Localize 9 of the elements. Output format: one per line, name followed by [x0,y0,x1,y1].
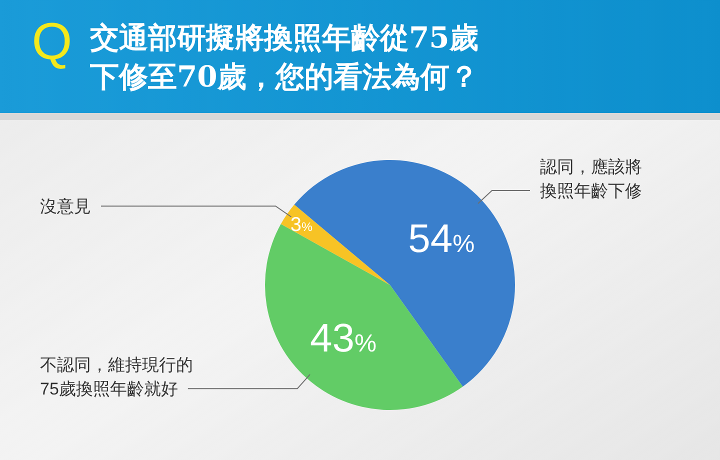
slice-label: 認同，應該將換照年齡下修 [540,158,642,201]
slice-label: 不認同，維持現行的75歲換照年齡就好 [40,356,193,399]
data-label: 54% [408,216,475,261]
chart-title: 交通部研擬將換照年齡從75歲下修至70歲，您的看法為何？ [89,20,478,94]
pie-slice [280,204,390,285]
slice-label: 沒意見 [40,197,91,216]
data-label: 43% [310,316,377,361]
text: Q [32,13,72,71]
data-label: 3% [290,214,313,236]
